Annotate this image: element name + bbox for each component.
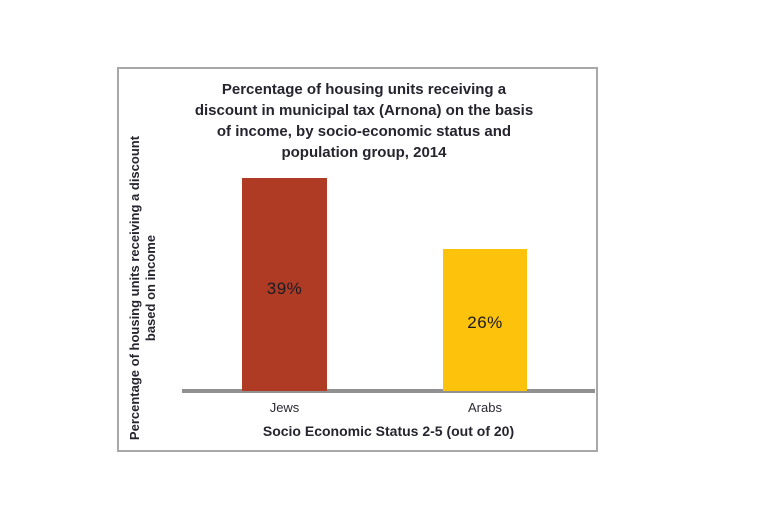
chart-title-line-3: of income, by socio-economic status and [216,123,512,140]
bar-jews: 39% [242,177,327,391]
bar-jews-value-label: 39% [266,278,303,298]
chart-title-line-2: discount in municipal tax (Arnona) on th… [194,102,534,119]
y-axis-title-line-1: Percentage of housing units receiving a … [127,135,142,441]
y-axis-title-line-2: based on income [143,234,158,342]
chart-frame: Percentage of housing units receiving a … [117,67,598,452]
chart-title-line-1: Percentage of housing units receiving a [221,81,507,98]
plot-area: 39% 26% [182,145,595,391]
x-axis-line [182,389,595,393]
bar-arabs: 26% [443,248,527,391]
chart-title: Percentage of housing units receiving a … [164,79,564,163]
chart-title-line-4: population group, 2014 [281,144,447,161]
y-axis-title: Percentage of housing units receiving a … [127,123,161,453]
bar-arabs-value-label: 26% [467,312,503,332]
x-axis-title: Socio Economic Status 2-5 (out of 20) [262,423,515,439]
category-label-jews: Jews [269,400,300,415]
category-label-arabs: Arabs [468,400,502,415]
